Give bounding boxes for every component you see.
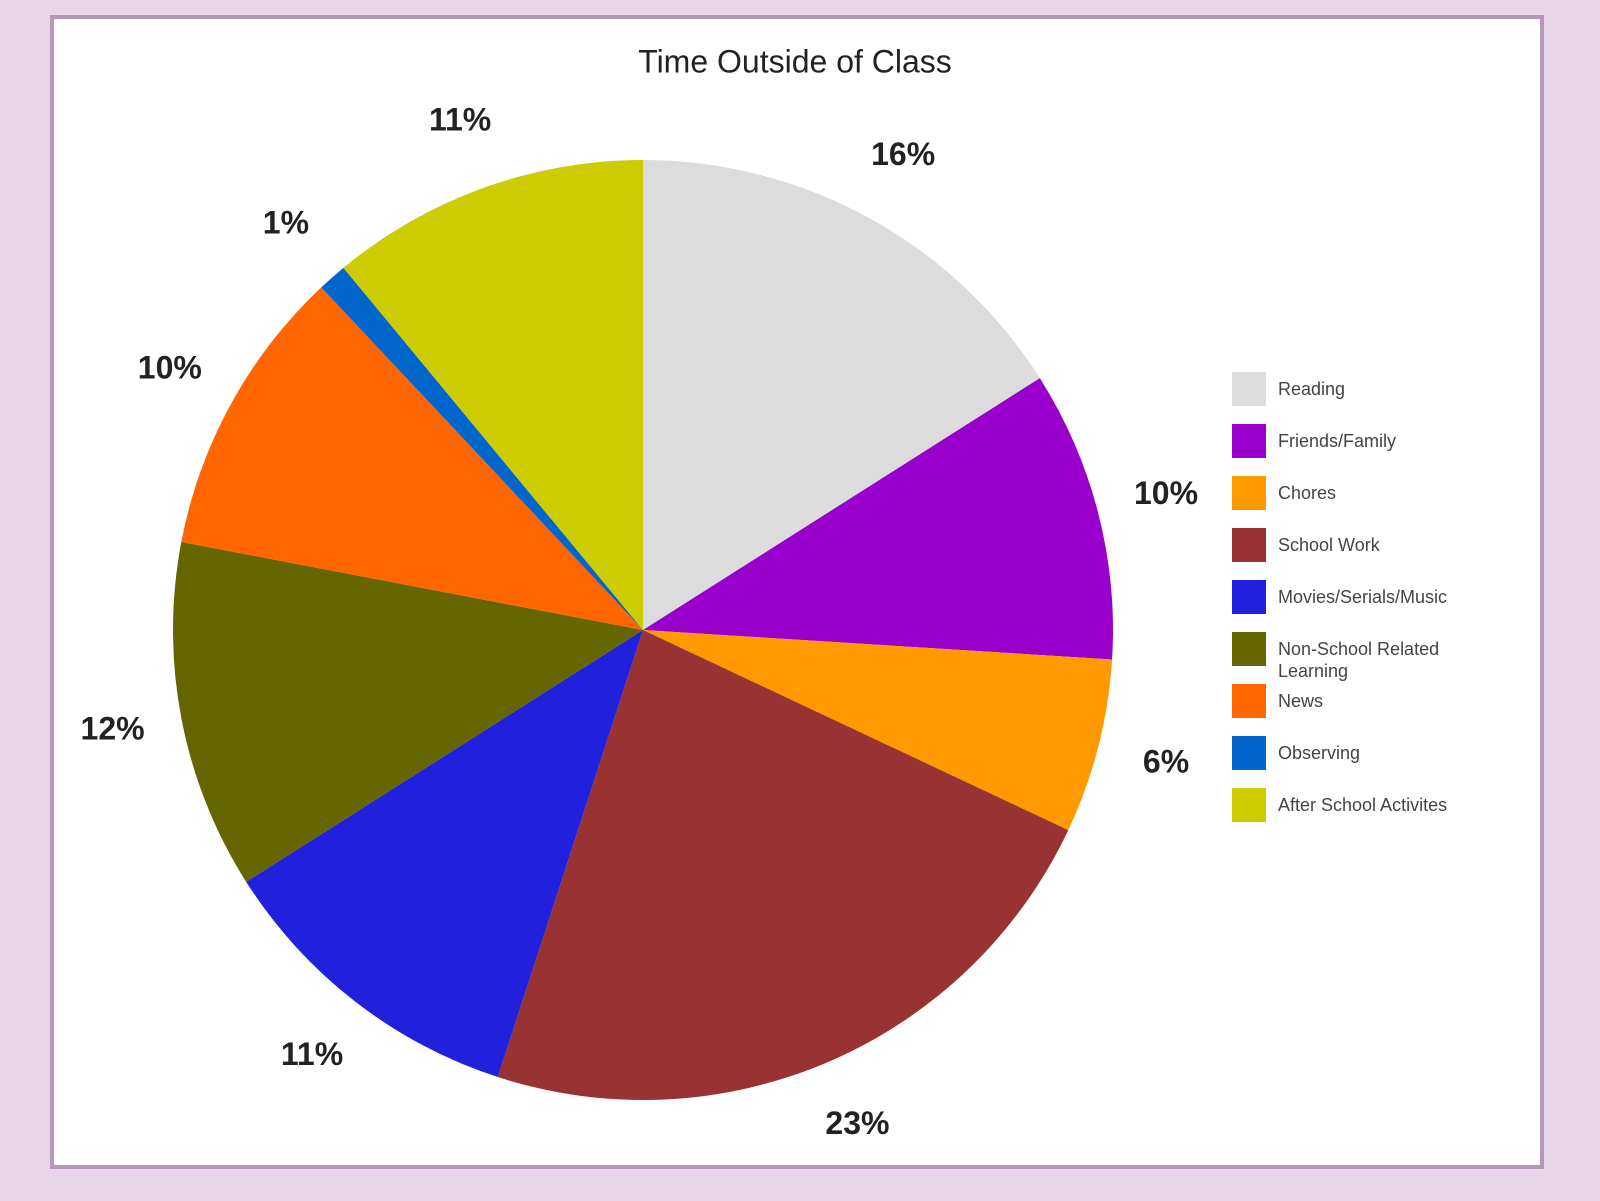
pie-slice (181, 287, 643, 630)
legend-label: Observing (1278, 743, 1361, 763)
legend-swatch (1232, 736, 1266, 770)
chart-title: Time Outside of Class (638, 43, 952, 79)
legend-swatch (1232, 372, 1266, 406)
legend-swatch (1232, 632, 1266, 666)
data-label: 10% (1134, 475, 1198, 511)
pie-slice (343, 160, 643, 630)
legend-swatch (1232, 684, 1266, 718)
legend-label: School Work (1278, 535, 1380, 555)
pie-slice (172, 541, 643, 882)
legend-swatch (1232, 580, 1266, 614)
legend-label: Friends/Family (1278, 431, 1397, 451)
legend-swatch (1232, 528, 1266, 562)
pie-slice (643, 630, 1113, 831)
legend-label: Non-School Related Learning (1278, 639, 1440, 681)
legend-swatch (1232, 476, 1266, 510)
data-label: 11% (429, 101, 491, 137)
legend-swatch (1232, 788, 1266, 822)
pie-slice (497, 630, 1069, 1100)
data-label: 1% (263, 204, 309, 240)
data-label: 16% (871, 136, 935, 172)
data-label: 11% (281, 1036, 343, 1072)
legend-swatch (1232, 424, 1266, 458)
legend-label: Reading (1278, 379, 1346, 399)
pie-slice (321, 267, 643, 630)
legend-label: After School Activites (1278, 795, 1448, 815)
data-label: 10% (138, 349, 202, 385)
data-label: 12% (81, 711, 145, 747)
data-label: 23% (825, 1105, 889, 1141)
pie-slice (246, 630, 643, 1077)
legend-label: Movies/Serials/Music (1278, 587, 1448, 607)
pie-slice (643, 160, 1040, 630)
data-label: 6% (1143, 744, 1189, 780)
pie-slice (643, 378, 1113, 660)
legend-label: Chores (1278, 483, 1337, 503)
legend-label: News (1278, 691, 1324, 711)
